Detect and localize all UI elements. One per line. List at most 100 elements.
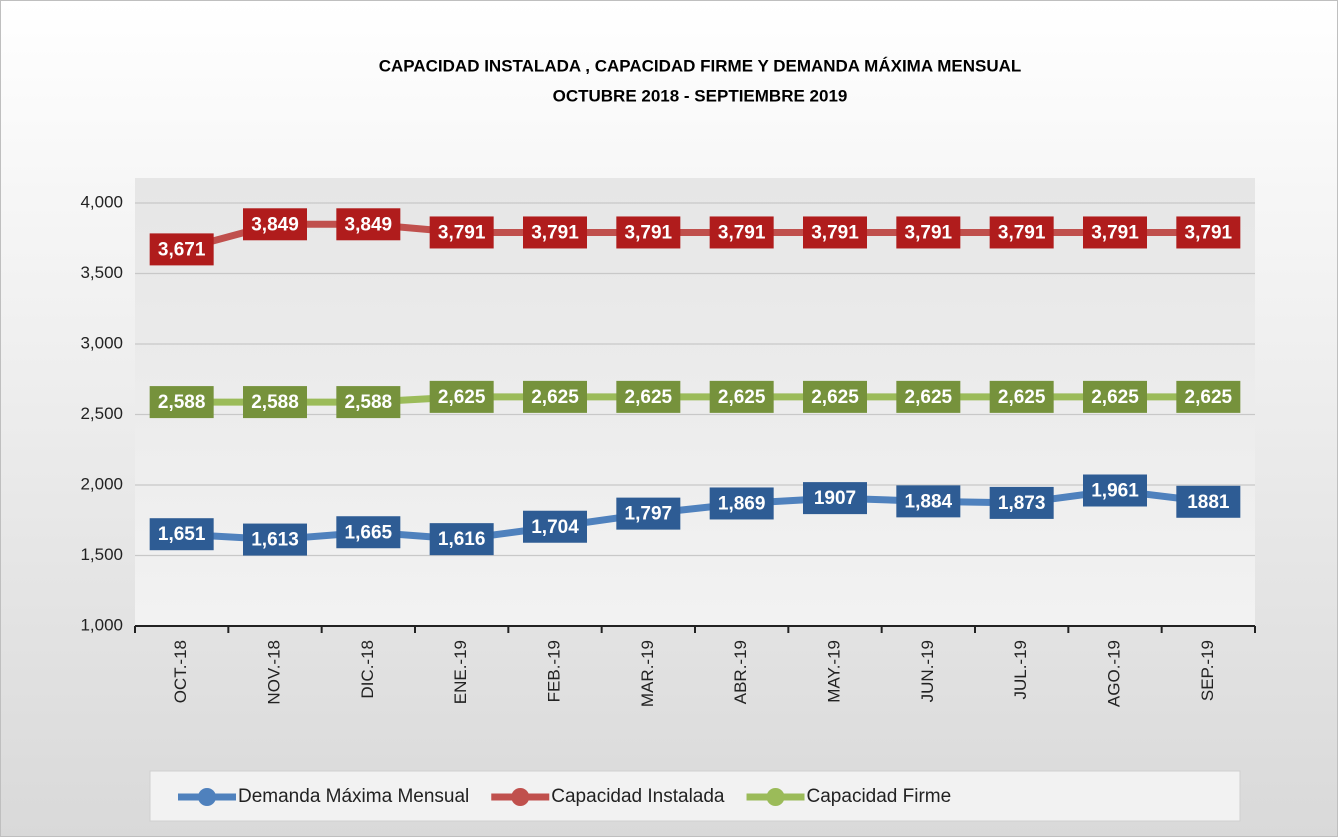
data-label-box [1176,216,1241,249]
data-label-text: 2,588 [251,392,299,413]
data-label: 3,791 [523,216,587,249]
data-label: 1,869 [709,487,774,520]
data-label-text: 1,884 [905,491,953,512]
data-label: 1,616 [429,523,494,556]
x-tick-label: ABR.-19 [731,640,750,704]
data-label-box [243,208,307,241]
y-tick-label: 3,000 [80,333,123,352]
data-label: 3,791 [1083,216,1147,249]
data-label-box [243,386,307,419]
data-label-box [989,486,1054,519]
data-label: 3,791 [989,216,1054,249]
data-label-box [989,216,1054,249]
data-label-text: 2,625 [438,387,486,408]
data-label-box [803,380,867,413]
data-label-text: 2,625 [811,387,859,408]
data-label-text: 3,849 [345,214,393,235]
data-label-box [1083,474,1147,507]
data-label-box [429,523,494,556]
data-label-box [149,233,214,266]
data-label: 2,588 [336,386,401,419]
data-label-text: 2,625 [1091,387,1139,408]
data-label-text: 2,625 [905,387,953,408]
data-label-box [1083,216,1147,249]
data-label: 2,588 [149,386,214,419]
y-tick-label: 4,000 [80,192,123,211]
x-tick-label: FEB.-19 [544,640,563,702]
data-label: 2,625 [896,380,961,413]
data-label: 2,625 [429,380,494,413]
data-label: 3,849 [336,208,401,241]
data-label-box [336,386,401,419]
data-label: 1,651 [149,518,214,551]
data-label: 3,791 [709,216,774,249]
data-label: 2,625 [989,380,1054,413]
data-label: 1,797 [616,497,681,530]
data-label-text: 1,704 [531,517,579,538]
data-label: 3,791 [429,216,494,249]
data-label: 2,625 [616,380,681,413]
data-label-box [616,216,681,249]
data-label-text: 2,625 [625,387,673,408]
data-label-text: 3,791 [1185,222,1233,243]
data-label-box [709,216,774,249]
x-tick-label: NOV.-18 [264,640,283,705]
data-label-text: 2,625 [531,387,579,408]
data-label: 1,665 [336,516,401,549]
data-label-text: 2,588 [345,392,393,413]
data-label-box [523,216,587,249]
data-label-box [149,386,214,419]
data-label-box [803,216,867,249]
data-label-text: 1,961 [1091,481,1139,502]
data-label: 3,791 [616,216,681,249]
data-label-text: 1,869 [718,493,766,514]
legend [149,770,1241,822]
legend-label: Demanda Máxima Mensual [238,786,469,807]
data-label-box [429,380,494,413]
y-tick-label: 3,500 [80,263,123,282]
x-tick-label: SEP.-19 [1198,640,1217,701]
x-tick-label: AGO.-19 [1104,640,1123,707]
x-tick-label: ENE.-19 [451,640,470,704]
data-label: 2,625 [1176,380,1241,413]
data-label-text: 2,625 [1185,387,1233,408]
y-tick-label: 2,500 [80,404,123,423]
data-label-text: 3,791 [811,222,859,243]
data-label-text: 3,791 [718,222,766,243]
data-label-box [1083,380,1147,413]
data-label: 1881 [1176,485,1241,518]
y-tick-label: 1,500 [80,545,123,564]
data-label-box [523,380,587,413]
data-label: 1,613 [243,523,307,556]
x-tick-label: MAR.-19 [638,640,657,707]
data-label: 2,625 [709,380,774,413]
data-label-text: 3,791 [905,222,953,243]
data-label-box [1176,485,1241,518]
legend-marker [198,788,216,806]
data-label: 3,849 [243,208,307,241]
data-label-box [429,216,494,249]
data-label-box [896,485,961,518]
legend-marker [766,788,785,806]
data-label-text: 1,651 [158,524,206,545]
data-label-box [149,518,214,551]
x-tick-label: DIC.-18 [358,640,377,699]
data-label-text: 3,791 [531,222,579,243]
data-label: 2,625 [803,380,867,413]
data-label-text: 3,671 [158,239,206,260]
data-label-text: 2,625 [718,387,766,408]
data-label: 1,704 [523,510,587,543]
data-label: 2,588 [243,386,307,419]
data-label-box [709,487,774,520]
x-tick-label: MAY.-19 [824,640,843,703]
data-label: 3,791 [803,216,867,249]
data-label-text: 3,791 [438,222,486,243]
legend-label: Capacidad Firme [807,786,952,807]
chart-title: CAPACIDAD INSTALADA , CAPACIDAD FIRME Y … [379,56,1022,75]
data-label-box [896,380,961,413]
data-label-box [989,380,1054,413]
data-label-text: 3,791 [1091,222,1139,243]
x-tick-label: JUN.-19 [918,640,937,702]
y-tick-label: 1,000 [80,615,123,634]
data-label-box [1176,380,1241,413]
